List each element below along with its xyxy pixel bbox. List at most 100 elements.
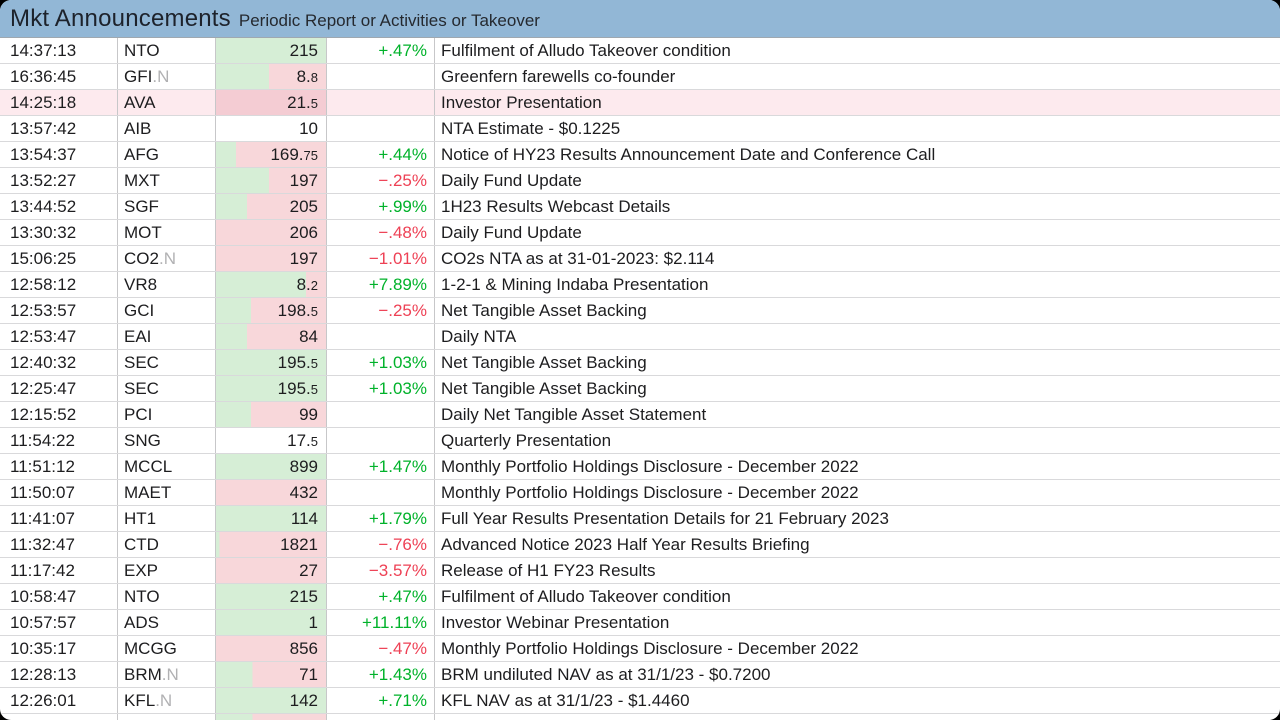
ticker-cell: BRM.N: [118, 662, 216, 687]
headline-cell: Advanced Notice 2023 Half Year Results B…: [441, 535, 810, 554]
headline-cell: [435, 714, 1280, 720]
change-cell: +7.89%: [327, 272, 435, 297]
table-row[interactable]: 14:25:18 AVA 21.5 Investor Presentation: [0, 90, 1280, 116]
time-cell: 11:41:07: [0, 506, 118, 531]
table-row[interactable]: 10:58:47 NTO 215 +.47% Fulfilment of All…: [0, 584, 1280, 610]
headline-cell: NTA Estimate - $0.1225: [441, 119, 621, 138]
time-cell: 16:36:45: [0, 64, 118, 89]
table-row[interactable]: 11:41:07 HT1 114 +1.79% Full Year Result…: [0, 506, 1280, 532]
ticker-cell: HT1: [118, 506, 216, 531]
price-cell: 1821: [216, 532, 327, 557]
table-row[interactable]: 12:15:52 PCI 99 Daily Net Tangible Asset…: [0, 402, 1280, 428]
change-cell: +11.11%: [327, 610, 435, 635]
headline-cell: Notice of HY23 Results Announcement Date…: [441, 145, 936, 164]
change-cell: +.71%: [327, 688, 435, 713]
change-cell: +.47%: [327, 38, 435, 63]
time-cell: 12:15:52: [0, 402, 118, 427]
time-cell: 12:28:13: [0, 662, 118, 687]
change-cell: −.47%: [327, 636, 435, 661]
price-cell: 8.8: [216, 64, 327, 89]
headline-cell: CO2s NTA as at 31-01-2023: $2.114: [441, 249, 715, 268]
table-row[interactable]: 13:52:27 MXT 197 −.25% Daily Fund Update: [0, 168, 1280, 194]
ticker-cell: EAI: [118, 324, 216, 349]
headline-cell: 1-2-1 & Mining Indaba Presentation: [441, 275, 709, 294]
ticker-suffix: .N: [152, 67, 170, 86]
headline-cell: Fulfilment of Alludo Takeover condition: [441, 41, 731, 60]
headline-cell: Net Tangible Asset Backing: [441, 353, 647, 372]
table-row[interactable]: 12:25:47 SEC 195.5 +1.03% Net Tangible A…: [0, 376, 1280, 402]
table-row[interactable]: 12:58:12 VR8 8.2 +7.89% 1-2-1 & Mining I…: [0, 272, 1280, 298]
ticker-cell: CO2.N: [118, 246, 216, 271]
headline-cell: Fulfilment of Alludo Takeover condition: [441, 587, 731, 606]
price-cell: 856: [216, 636, 327, 661]
ticker-cell: AIB: [118, 116, 216, 141]
table-row[interactable]: 11:54:22 SNG 17.5 Quarterly Presentation: [0, 428, 1280, 454]
price-cell: 8.2: [216, 272, 327, 297]
change-cell: +1.43%: [327, 662, 435, 687]
headline-cell: Release of H1 FY23 Results: [441, 561, 656, 580]
table-row[interactable]: 12:53:47 EAI 84 Daily NTA: [0, 324, 1280, 350]
price-cell: 27: [216, 558, 327, 583]
ticker-cell: GFI.N: [118, 64, 216, 89]
price-cell: 195.5: [216, 376, 327, 401]
change-cell: [327, 116, 435, 141]
headline-cell: Monthly Portfolio Holdings Disclosure - …: [441, 639, 859, 658]
ticker-cell: MXT: [118, 168, 216, 193]
table-row[interactable]: 13:44:52 SGF 205 +.99% 1H23 Results Webc…: [0, 194, 1280, 220]
price-cell: 17.5: [216, 428, 327, 453]
time-cell: 13:44:52: [0, 194, 118, 219]
time-cell: 12:25:47: [0, 376, 118, 401]
table-row[interactable]: 11:50:07 MAET 432 Monthly Portfolio Hold…: [0, 480, 1280, 506]
price-cell: 1: [216, 610, 327, 635]
headline-cell: Daily Net Tangible Asset Statement: [441, 405, 707, 424]
price-cell: 169.75: [216, 142, 327, 167]
table-row[interactable]: 11:51:12 MCCL 899 +1.47% Monthly Portfol…: [0, 454, 1280, 480]
headline-cell: Monthly Portfolio Holdings Disclosure - …: [441, 483, 859, 502]
table-row[interactable]: 12:40:32 SEC 195.5 +1.03% Net Tangible A…: [0, 350, 1280, 376]
time-cell: 12:53:57: [0, 298, 118, 323]
change-cell: +.44%: [327, 142, 435, 167]
table-row[interactable]: 14:37:13 NTO 215 +.47% Fulfilment of All…: [0, 38, 1280, 64]
change-cell: +1.03%: [327, 350, 435, 375]
ticker-cell: MAET: [118, 480, 216, 505]
ticker-cell: NTO: [118, 38, 216, 63]
table-row[interactable]: 13:54:37 AFG 169.75 +.44% Notice of HY23…: [0, 142, 1280, 168]
time-cell: 15:06:25: [0, 246, 118, 271]
table-row[interactable]: 13:30:32 MOT 206 −.48% Daily Fund Update: [0, 220, 1280, 246]
ticker-cell: SGF: [118, 194, 216, 219]
table-row[interactable]: 16:36:45 GFI.N 8.8 Greenfern farewells c…: [0, 64, 1280, 90]
headline-cell: Net Tangible Asset Backing: [441, 301, 647, 320]
price-cell: 197: [216, 246, 327, 271]
headline-cell: Quarterly Presentation: [441, 431, 612, 450]
table-row[interactable]: 11:32:47 CTD 1821 −.76% Advanced Notice …: [0, 532, 1280, 558]
ticker-cell: SEC: [118, 376, 216, 401]
table-row[interactable]: 10:35:17 MCGG 856 −.47% Monthly Portfoli…: [0, 636, 1280, 662]
table-row[interactable]: 12:53:57 GCI 198.5 −.25% Net Tangible As…: [0, 298, 1280, 324]
headline-cell: Monthly Portfolio Holdings Disclosure - …: [441, 457, 859, 476]
ticker-cell: CTD: [118, 532, 216, 557]
ticker-cell: VR8: [118, 272, 216, 297]
time-cell: 11:32:47: [0, 532, 118, 557]
ticker-cell: NTO: [118, 584, 216, 609]
price-cell: 21.5: [216, 90, 327, 115]
table-row[interactable]: 11:17:42 EXP 27 −3.57% Release of H1 FY2…: [0, 558, 1280, 584]
change-cell: [327, 714, 435, 720]
table-row[interactable]: 12:28:13 BRM.N 71 +1.43% BRM undiluted N…: [0, 662, 1280, 688]
headline-cell: Daily NTA: [441, 327, 517, 346]
table-row[interactable]: 15:06:25 CO2.N 197 −1.01% CO2s NTA as at…: [0, 246, 1280, 272]
time-cell: 12:53:47: [0, 324, 118, 349]
headline-cell: Full Year Results Presentation Details f…: [441, 509, 889, 528]
table-row[interactable]: 12:26:01 KFL.N 142 +.71% KFL NAV as at 3…: [0, 688, 1280, 714]
filter-description: Periodic Report or Activities or Takeove…: [238, 11, 540, 30]
change-cell: −.76%: [327, 532, 435, 557]
table-row-partial[interactable]: [0, 714, 1280, 720]
headline-cell: Net Tangible Asset Backing: [441, 379, 647, 398]
table-row[interactable]: 13:57:42 AIB 10 NTA Estimate - $0.1225: [0, 116, 1280, 142]
ticker-suffix: .N: [155, 691, 173, 710]
change-cell: −.25%: [327, 298, 435, 323]
table-row[interactable]: 10:57:57 ADS 1 +11.11% Investor Webinar …: [0, 610, 1280, 636]
price-cell: 142: [216, 688, 327, 713]
headline-cell: 1H23 Results Webcast Details: [441, 197, 671, 216]
headline-cell: Daily Fund Update: [441, 171, 582, 190]
